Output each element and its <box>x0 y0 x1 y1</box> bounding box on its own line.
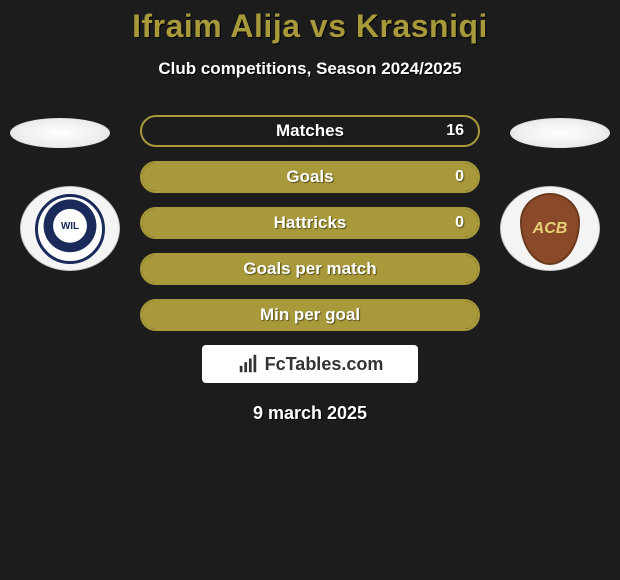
stat-value-right: 0 <box>455 168 464 186</box>
stat-value-right: 16 <box>446 122 464 140</box>
stat-value-right: 0 <box>455 214 464 232</box>
watermark-text: FcTables.com <box>265 354 384 375</box>
subtitle: Club competitions, Season 2024/2025 <box>0 59 620 79</box>
stat-label: Goals per match <box>243 259 376 279</box>
club-crest-left: WIL <box>20 186 120 271</box>
wil-logo-icon: WIL <box>35 194 105 264</box>
stat-label: Goals <box>286 167 333 187</box>
watermark-badge: FcTables.com <box>202 345 418 383</box>
stat-row: Hattricks 0 <box>140 207 480 239</box>
player-left-placeholder <box>10 118 110 148</box>
comparison-date: 9 march 2025 <box>0 403 620 424</box>
stat-row: Goals per match <box>140 253 480 285</box>
club-crest-right: ACB <box>500 186 600 271</box>
comparison-card: Ifraim Alija vs Krasniqi Club competitio… <box>0 0 620 424</box>
chart-icon <box>237 353 259 375</box>
stat-row: Matches 16 <box>140 115 480 147</box>
stat-row: Goals 0 <box>140 161 480 193</box>
stat-label: Matches <box>276 121 344 141</box>
stat-label: Min per goal <box>260 305 360 325</box>
acb-logo-icon: ACB <box>520 193 580 265</box>
stat-row: Min per goal <box>140 299 480 331</box>
stat-label: Hattricks <box>274 213 347 233</box>
player-right-placeholder <box>510 118 610 148</box>
stats-section: WIL ACB Matches 16 Goals 0 Hattricks 0 Goals p… <box>0 115 620 424</box>
page-title: Ifraim Alija vs Krasniqi <box>0 8 620 45</box>
